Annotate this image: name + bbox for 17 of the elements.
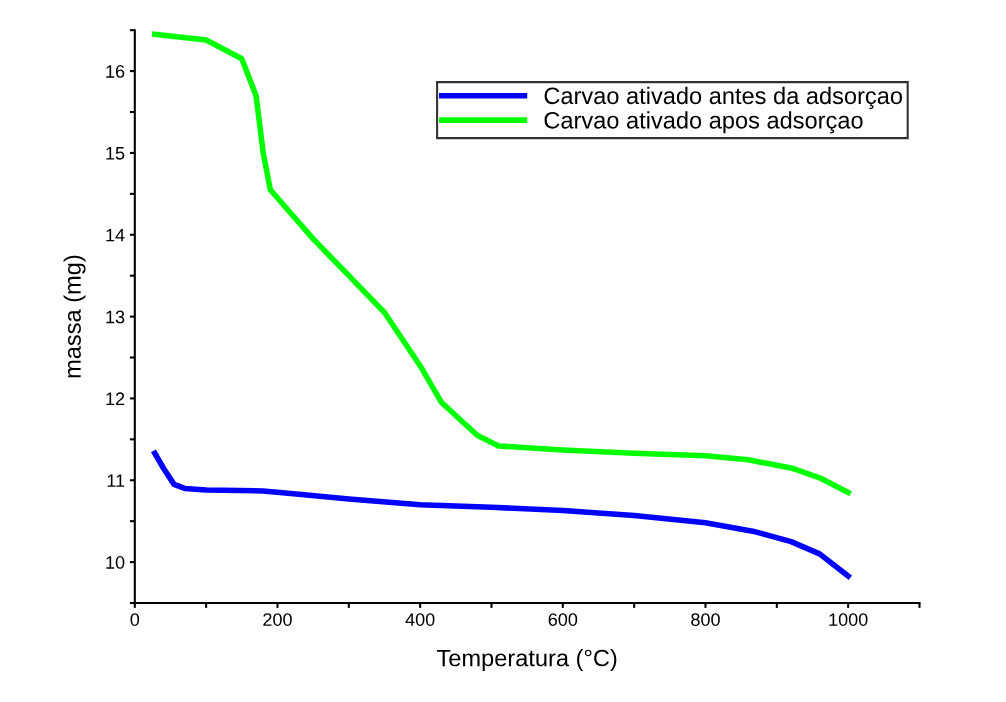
y-tick-label: 15 <box>106 147 125 160</box>
y-tick-label: 10 <box>106 556 125 569</box>
y-tick-label: 14 <box>106 228 125 242</box>
x-tick-label: 800 <box>691 613 720 626</box>
x-axis-title: Temperatura (°C) <box>437 649 617 672</box>
y-tick-label: 16 <box>106 65 125 78</box>
y-tick-label: 13 <box>106 310 125 324</box>
x-tick-label: 200 <box>263 613 292 626</box>
legend-label: Carvao ativado antes da adsorçao <box>544 86 902 109</box>
x-tick-label: 0 <box>130 613 140 626</box>
y-axis-title: massa (mg) <box>63 255 86 378</box>
y-tick-label: 12 <box>106 392 125 405</box>
x-tick-label: 400 <box>405 613 435 626</box>
x-tick-label: 600 <box>548 613 578 626</box>
legend-label: Carvao ativado apos adsorçao <box>544 111 863 134</box>
x-tick-label: 1000 <box>829 613 868 626</box>
y-tick-label: 11 <box>107 474 125 487</box>
